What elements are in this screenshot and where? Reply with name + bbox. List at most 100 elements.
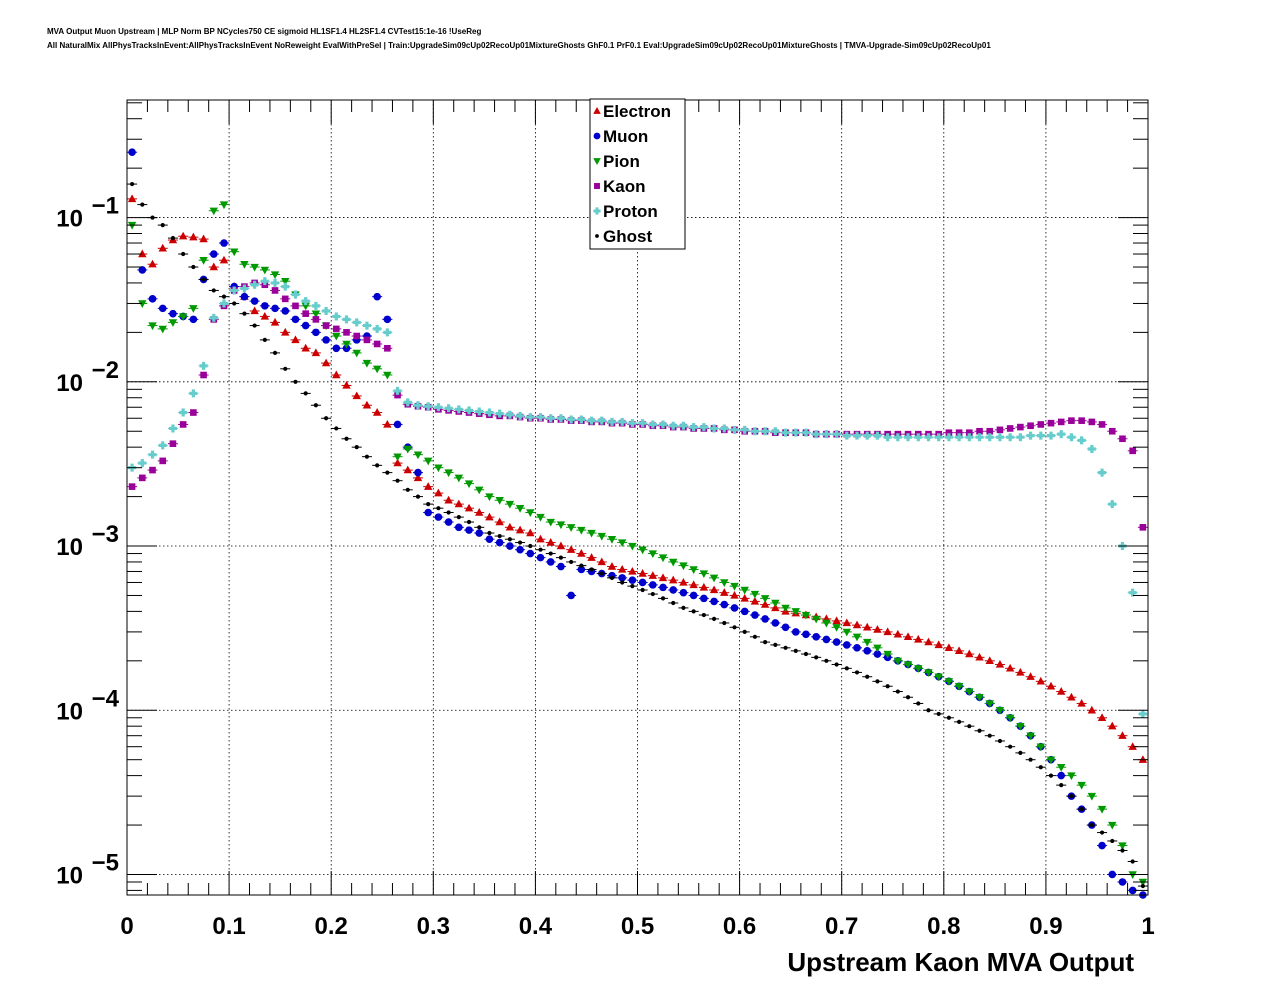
data-point [189,389,198,398]
data-point [873,625,882,633]
data-point [1118,731,1127,739]
legend-marker-pion [593,158,601,166]
data-point [955,429,963,436]
data-point [832,638,841,646]
data-point [1079,807,1084,812]
data-point [342,340,351,349]
data-point [699,570,709,579]
y-tick-exponent: −2 [92,357,119,384]
data-point [842,618,852,627]
data-point [569,559,574,565]
data-point [699,582,709,591]
data-point [873,644,882,653]
data-point [822,430,831,439]
data-point [383,328,392,337]
data-point [385,470,390,475]
data-point [209,250,218,258]
data-point [302,310,309,317]
data-point [822,619,831,628]
data-point [597,557,606,566]
data-point [671,600,676,606]
data-point [1008,744,1013,749]
data-point [967,724,972,729]
data-point [395,478,400,483]
data-point [260,311,270,320]
series-proton [127,277,1148,718]
data-point [975,694,984,702]
data-point [281,277,290,286]
data-point [1048,773,1054,778]
legend-label-kaon: Kaon [603,177,646,196]
data-point [1088,418,1096,426]
data-point [556,541,566,550]
data-point [487,530,492,536]
data-point [485,512,494,521]
data-point [1138,878,1148,887]
data-point [160,222,165,228]
data-point [321,358,331,367]
data-point [1059,783,1064,788]
data-point [885,684,890,689]
data-point [997,738,1003,744]
data-point [415,494,421,499]
data-point [538,547,543,552]
legend-box [589,98,686,250]
data-point [168,319,178,327]
data-point [854,670,860,675]
data-point [393,453,402,462]
data-point [1038,765,1043,770]
data-point [424,402,433,411]
data-point [761,615,769,623]
data-point [669,558,678,567]
data-point [954,646,964,655]
data-point [260,277,269,286]
data-point [373,324,382,333]
data-point [383,371,392,380]
data-point [271,278,280,287]
data-point [362,359,372,368]
data-point [966,429,973,436]
data-point [322,306,331,315]
data-point [648,550,658,559]
data-point [681,605,686,611]
data-point [250,280,259,289]
data-point [373,340,381,348]
data-point [843,641,851,649]
data-point [250,263,259,272]
data-point [1057,771,1066,780]
data-point [181,251,186,257]
data-point [720,600,729,609]
legend-marker-muon [593,132,601,140]
data-point [403,465,412,474]
data-point [261,302,269,310]
y-tick-label: 10 [56,862,83,889]
data-point [640,587,645,593]
data-point [477,525,482,530]
data-point [1108,821,1117,830]
data-point [1128,588,1137,597]
data-point [158,243,167,252]
data-point [659,583,667,592]
data-point [291,335,300,344]
data-point [689,423,698,432]
data-point [1130,859,1135,864]
data-point [140,202,145,207]
data-point [352,349,361,358]
data-point [1128,886,1137,895]
data-point [628,419,637,428]
data-point [628,542,637,551]
data-point [515,525,525,534]
data-point [1077,698,1086,707]
data-point [812,430,821,439]
data-point [985,656,994,665]
data-point [148,322,157,331]
data-point [977,728,982,733]
data-point [158,304,167,313]
data-point [893,657,903,666]
data-point [1087,792,1097,801]
data-point [954,683,964,691]
y-tick-label: 10 [56,206,83,233]
data-point [730,425,739,434]
data-point [393,458,402,467]
data-point [944,678,954,686]
